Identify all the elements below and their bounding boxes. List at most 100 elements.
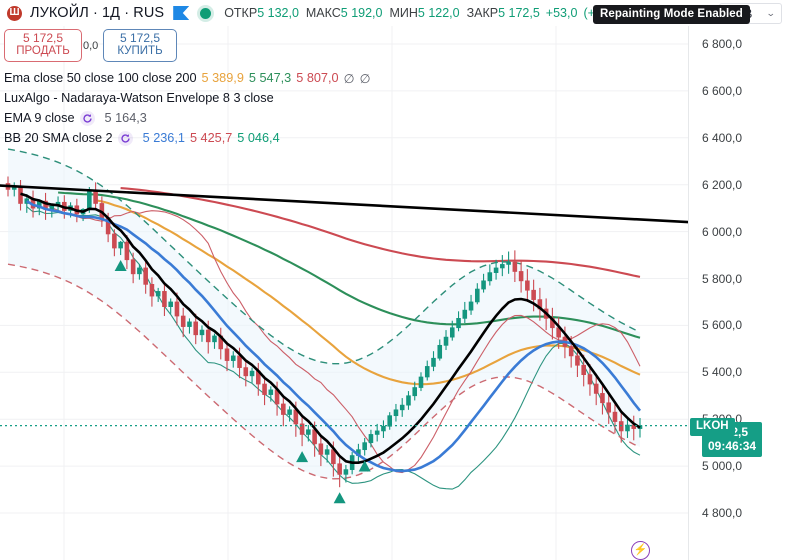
ohlc-readout: ОТКР5 132,0 МАКС5 192,0 МИН5 122,0 ЗАКР5…	[224, 6, 540, 20]
candle	[581, 364, 586, 375]
price-tick: 5 600,0	[702, 318, 743, 333]
candle	[205, 329, 211, 343]
candle	[343, 469, 349, 475]
open-label: ОТКР	[224, 6, 258, 20]
candle	[399, 404, 405, 411]
legend-value: 5 164,3	[104, 111, 147, 125]
candle	[118, 241, 123, 249]
candle	[381, 425, 386, 432]
open-value: 5 132,0	[257, 6, 299, 20]
envelope-fill	[8, 149, 640, 479]
candle	[512, 261, 518, 272]
buy-signal-markers	[114, 260, 371, 504]
price-tick: 6 400,0	[702, 130, 743, 145]
lightning-bolt-icon[interactable]: ⚡	[631, 541, 650, 560]
buy-signal-marker	[296, 451, 309, 463]
price-tick: 6 000,0	[702, 224, 743, 239]
candle	[224, 348, 230, 361]
sell-label: ПРОДАТЬ	[16, 45, 70, 57]
legend-value: ∅	[343, 71, 355, 86]
candle	[243, 367, 249, 377]
candle	[500, 264, 505, 269]
close-value: 5 172,5	[498, 6, 540, 20]
candle	[600, 393, 605, 404]
candle	[306, 429, 311, 435]
legend-row[interactable]: Ema close 50 close 100 close 200 5 389,9 5…	[4, 68, 371, 88]
buy-price: 5 172,5	[119, 31, 161, 45]
trendline	[0, 184, 688, 224]
close-label: ЗАКР	[466, 6, 499, 20]
indicator-legend[interactable]: Ema close 50 close 100 close 200 5 389,9 5…	[4, 68, 371, 148]
candle	[606, 402, 612, 413]
chart-plot-area[interactable]	[0, 26, 688, 560]
candle	[437, 344, 443, 359]
buy-signal-marker	[333, 492, 346, 504]
candle	[525, 280, 530, 291]
current-price-time: 09:46:34	[708, 438, 757, 453]
buy-label: КУПИТЬ	[117, 45, 163, 57]
candle	[199, 329, 205, 336]
candle	[230, 355, 236, 361]
nw-upper-line	[7, 148, 641, 365]
candle	[155, 291, 161, 297]
price-tick: 5 800,0	[702, 271, 743, 286]
candle	[130, 259, 136, 275]
candle	[368, 434, 374, 444]
candle	[337, 463, 342, 475]
candle	[268, 389, 274, 395]
candle	[93, 190, 98, 204]
bb-upper-line	[26, 194, 641, 474]
candle	[449, 327, 455, 338]
buy-signal-marker	[114, 260, 127, 272]
price-tick: 4 800,0	[702, 506, 743, 520]
price-tick: 6 800,0	[702, 37, 743, 51]
chart-canvas[interactable]	[0, 26, 688, 560]
symbol-title[interactable]: ЛУКОЙЛ · 1Д · RUS	[30, 5, 165, 21]
price-tick: 5 000,0	[702, 459, 743, 474]
candle	[281, 403, 286, 415]
market-status-icon	[200, 7, 212, 19]
buy-button[interactable]: 5 172,5 КУПИТЬ	[103, 29, 177, 62]
legend-value: ∅	[359, 71, 371, 86]
ema9-line	[20, 192, 641, 464]
candle	[318, 443, 324, 455]
sell-button[interactable]: 5 172,5 ПРОДАТЬ	[4, 29, 82, 62]
legend-value: 5 547,3	[248, 71, 292, 85]
candle	[493, 267, 499, 273]
high-value: 5 192,0	[340, 6, 383, 20]
legend-value: 5 389,9	[201, 71, 244, 85]
legend-row[interactable]: BB 20 SMA close 2 5 236,1 5 425,7 5 046,4	[4, 128, 371, 148]
candle	[137, 267, 142, 275]
legend-title: Ema close 50 close 100 close 200	[4, 71, 197, 85]
price-tick: 6 600,0	[702, 83, 743, 98]
candle	[112, 233, 117, 249]
price-tick: 5 400,0	[702, 365, 743, 380]
candle	[431, 357, 436, 367]
candle	[406, 395, 411, 406]
legend-row[interactable]: EMA 9 close 5 164,3	[4, 108, 371, 128]
change-value: +53,0	[545, 6, 578, 20]
candle	[612, 411, 618, 422]
candle	[575, 355, 580, 366]
price-tick: 6 200,0	[702, 177, 743, 192]
low-label: МИН	[389, 6, 418, 20]
refresh-icon[interactable]	[79, 110, 95, 126]
candle	[237, 355, 242, 368]
candle	[149, 284, 155, 297]
candle	[180, 315, 186, 327]
refresh-icon[interactable]	[117, 130, 133, 146]
candle	[587, 374, 593, 385]
flag-icon	[173, 6, 189, 20]
candle	[124, 241, 130, 261]
bb-basis-line	[26, 199, 642, 473]
price-scale[interactable]: 6 800,0 6 600,0 6 400,0 6 200,0 6 000,0 5 800…	[688, 26, 788, 560]
candle	[387, 415, 392, 427]
legend-row[interactable]: LuxAlgo - Nadaraya-Watson Envelope 8 3 c…	[4, 88, 371, 108]
candle	[174, 301, 180, 317]
legend-value: 5 425,7	[189, 131, 233, 145]
candle-series	[5, 176, 643, 488]
candle	[287, 409, 292, 415]
candle	[424, 366, 430, 378]
legend-value: 5 046,4	[237, 131, 280, 145]
